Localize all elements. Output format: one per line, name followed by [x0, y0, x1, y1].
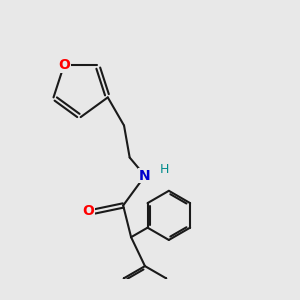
Text: O: O	[58, 58, 70, 73]
Text: O: O	[83, 204, 94, 218]
Text: N: N	[139, 169, 151, 183]
Text: H: H	[160, 163, 170, 176]
